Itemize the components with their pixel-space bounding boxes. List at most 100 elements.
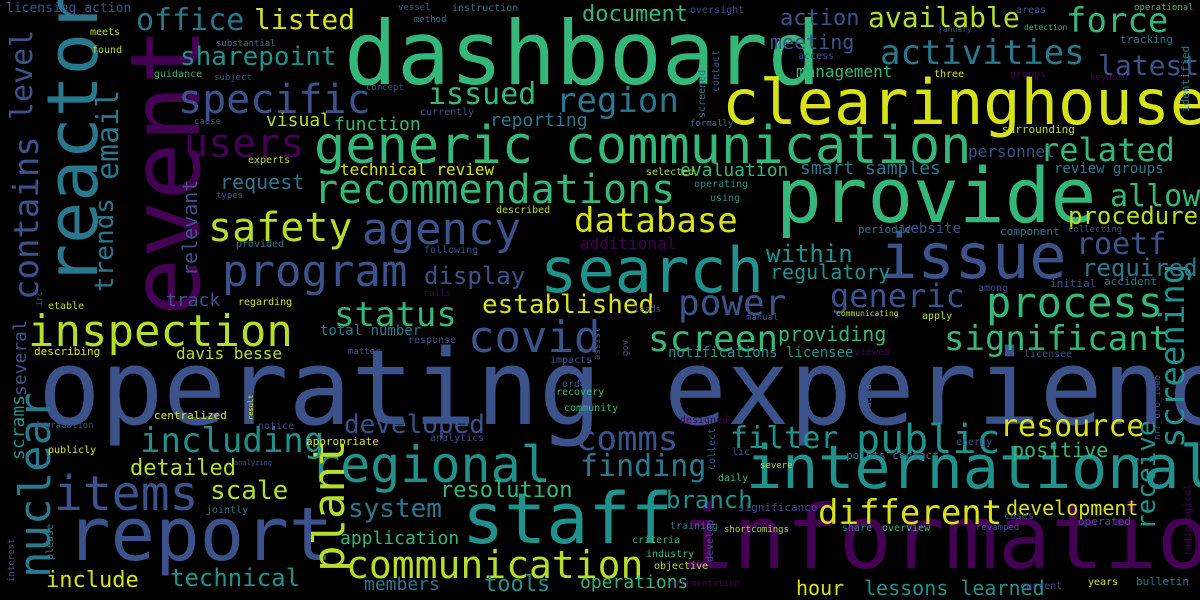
word-operations: operations (580, 572, 689, 593)
word-analytics: analytics (430, 433, 485, 444)
word-implementation: implementation (664, 579, 740, 589)
word-allow: allow (1110, 179, 1200, 214)
word-program: program (222, 246, 408, 297)
word-process: process (986, 278, 1164, 327)
word-region: region (556, 81, 679, 121)
word-issued: issued (428, 77, 537, 112)
word-subject: subject (214, 73, 252, 83)
word-periodic: periodic (858, 223, 911, 236)
word-technical-review: technical review (340, 160, 495, 179)
word-dashboard: dashboard (344, 2, 821, 105)
word-communication: communication (346, 543, 644, 587)
word-generic: generic (830, 277, 965, 315)
word-energy: energy (956, 437, 993, 448)
word-procedures: procedures (1068, 202, 1200, 230)
word-finding: finding (580, 449, 707, 484)
word-apply: apply (922, 311, 953, 322)
word-international: international (746, 433, 1200, 503)
word-required: required (1082, 254, 1198, 282)
word-information: information (680, 486, 1200, 589)
word-community: community (564, 403, 619, 414)
word-severe: severe (760, 461, 793, 471)
word-share: share (842, 523, 873, 534)
word-public: public (856, 417, 1001, 463)
word-bulletin: bulletin (1136, 575, 1189, 588)
word-years: years (1088, 577, 1119, 588)
word-available: available (868, 1, 1020, 34)
word-search: search (540, 234, 764, 307)
word-january: january (938, 25, 972, 34)
word-jointly: jointly (206, 505, 249, 516)
word-nrr-dro-ioeb: nrr_dro_ioeb (1153, 374, 1163, 440)
word-website: website (902, 221, 962, 237)
word-contact: contact (711, 49, 722, 92)
word-function: function (334, 114, 421, 135)
word-accident: accident (1104, 275, 1157, 288)
word-generic-communication: generic communication (314, 116, 972, 176)
word-roetf: roetf (1076, 227, 1167, 262)
word-viewed: viewed (854, 347, 891, 358)
word-significant: significant (944, 319, 1170, 359)
word-response: response (408, 335, 457, 346)
word-recommendations: recommendations (314, 167, 676, 213)
word-additional: additional (580, 234, 677, 253)
word-substantial: substantial (216, 39, 276, 49)
word-branch: branch (666, 486, 753, 514)
word-regulatory: regulatory (770, 260, 891, 284)
word-contains: contains (7, 136, 47, 300)
word-providing: providing (778, 322, 887, 346)
word-shortcomings: shortcomings (724, 525, 790, 535)
word-operated: operated (1078, 515, 1131, 528)
word-notice: notice (258, 421, 295, 432)
word-component: component (1000, 225, 1060, 238)
word-instruction: instruction (452, 3, 519, 14)
word-calls: calls (424, 289, 452, 299)
word-filter: filter (730, 421, 839, 456)
word-developed: developed (344, 410, 485, 440)
word-force: force (1066, 1, 1169, 41)
word-keyword: keyword (1090, 73, 1128, 83)
word-trends: trends (90, 198, 120, 292)
word-lic: lic (732, 447, 751, 458)
word-visual: visual (266, 110, 332, 131)
word-listed: listed (254, 3, 356, 36)
word-development: development (1006, 496, 1139, 520)
word-operating-experience: operating experience (38, 327, 1200, 449)
word-resolution: resolution (440, 478, 573, 503)
word-operating: operating (694, 179, 749, 190)
word-communicating: communicating (836, 309, 899, 318)
word-added: added (863, 383, 874, 414)
word-described: described (496, 205, 551, 216)
word-total-number: total number (320, 323, 422, 339)
word-smart-samples: smart samples (800, 158, 941, 179)
word-revamped: revamped (976, 523, 1020, 533)
word-concept: concept (366, 83, 404, 93)
word-review-groups: review groups (1054, 161, 1164, 177)
word-safety: safety (208, 205, 353, 251)
word-areas: areas (1016, 5, 1047, 16)
word-detailed: detailed (130, 456, 236, 481)
word-cause: cause (194, 117, 222, 127)
word-power: power (678, 283, 787, 324)
word-operational: operational (1134, 3, 1194, 13)
word-centralized: centralized (154, 409, 227, 422)
word-impacts: impacts (550, 355, 593, 366)
word-meeting: meeting (770, 30, 855, 54)
word-users: users (184, 121, 305, 167)
word-formally: formally (690, 119, 734, 129)
word-manual: manual (746, 313, 779, 323)
word-points-contact: points contact (846, 449, 939, 462)
word-degradation: degradation (34, 421, 94, 431)
word-relevant: relevant (178, 179, 202, 276)
word-gov: gov (621, 339, 631, 356)
word-assist: assist (593, 327, 603, 360)
word-etable: etable (48, 301, 85, 312)
word-specific: specific (178, 77, 371, 123)
word-sharepoint: sharepoint (180, 42, 337, 72)
word-method: method (414, 15, 447, 25)
word-types: types (216, 191, 244, 201)
word-objective: objective (654, 561, 709, 572)
word-issue: issue (880, 220, 1067, 293)
word-management: management (796, 62, 893, 81)
word-found: found (92, 45, 123, 56)
